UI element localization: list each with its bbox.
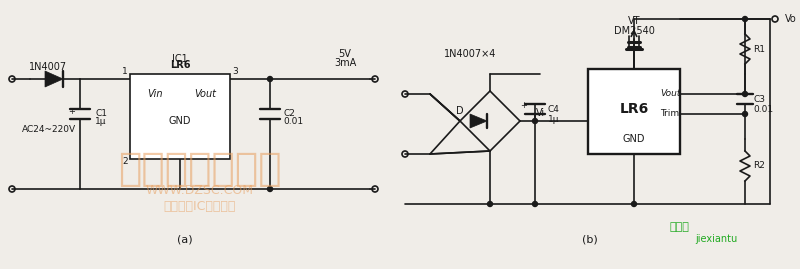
Text: +: + [520,101,527,111]
Text: VT: VT [628,16,640,26]
Circle shape [487,201,493,207]
Text: WWW.DZSC.COM: WWW.DZSC.COM [146,185,254,197]
Circle shape [267,76,273,82]
Text: D: D [456,106,464,116]
Polygon shape [470,114,487,128]
Text: Vout: Vout [660,90,680,98]
Text: 3: 3 [232,68,238,76]
Text: 1N4007×4: 1N4007×4 [444,49,496,59]
Text: 1μ: 1μ [548,115,559,123]
Text: (a): (a) [177,234,193,244]
Circle shape [267,186,273,192]
Text: R2: R2 [753,161,765,171]
Circle shape [533,119,538,123]
Circle shape [631,201,637,207]
Text: jiexiantu: jiexiantu [695,234,738,244]
Text: Vi: Vi [535,108,545,118]
Circle shape [742,91,747,97]
Text: Trim: Trim [660,109,679,119]
Text: 接线图: 接线图 [670,222,690,232]
Text: 全球最大IC采购网站: 全球最大IC采购网站 [164,200,236,214]
Text: GND: GND [622,134,646,144]
Text: 3mA: 3mA [334,58,356,68]
Circle shape [742,111,747,116]
Text: 1μ: 1μ [95,118,106,126]
Text: R1: R1 [753,44,765,54]
Text: 1N4007: 1N4007 [29,62,67,72]
Text: LR6: LR6 [619,102,649,116]
Text: 0.01: 0.01 [753,104,773,114]
Text: DM2540: DM2540 [614,26,654,36]
Text: 2: 2 [122,157,128,165]
Text: Vout: Vout [194,89,216,99]
Polygon shape [45,71,63,87]
Circle shape [533,201,538,207]
Text: GND: GND [169,116,191,126]
Text: IC1: IC1 [172,54,188,64]
Text: C2: C2 [283,109,295,119]
Text: C4: C4 [548,104,560,114]
Text: 5V: 5V [338,49,351,59]
Text: C1: C1 [95,109,107,119]
Text: 维库电子市场网: 维库电子市场网 [118,150,282,188]
Text: +: + [68,107,75,115]
Text: LR6: LR6 [170,60,190,70]
Bar [588,69,680,154]
Bar [130,74,230,159]
Circle shape [742,16,747,22]
Text: (b): (b) [582,234,598,244]
Text: Vo: Vo [785,14,797,24]
Text: 1: 1 [122,68,128,76]
Text: AC24~220V: AC24~220V [22,125,76,133]
Text: C3: C3 [753,94,765,104]
Text: 0.01: 0.01 [283,118,303,126]
Text: Vin: Vin [147,89,162,99]
